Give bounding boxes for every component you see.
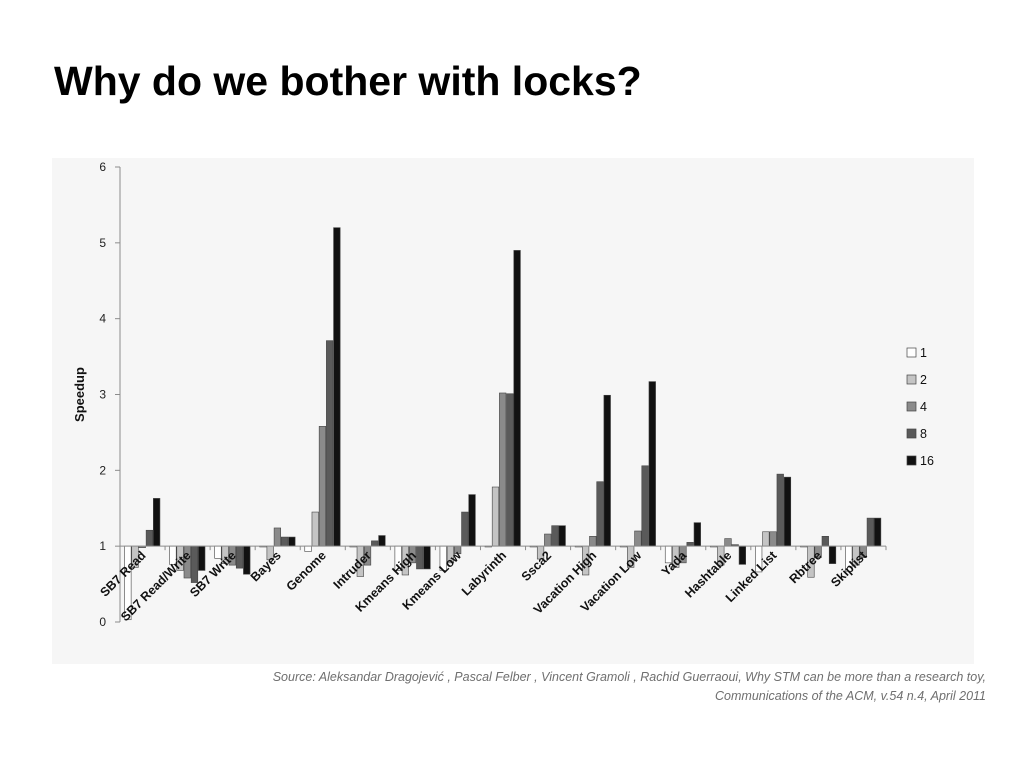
bar-8: [281, 536, 289, 547]
bar-16: [693, 522, 701, 547]
y-tick-label: 4: [99, 312, 106, 326]
bar-8: [866, 517, 874, 547]
legend-label: 1: [920, 346, 927, 360]
bar-16: [738, 545, 746, 565]
bar-4: [544, 533, 552, 547]
bar-8: [641, 465, 649, 547]
bar-16: [828, 545, 837, 564]
legend-swatch-8: [906, 428, 917, 439]
bar-4: [499, 392, 507, 547]
bar-16: [333, 227, 341, 547]
bar-8: [776, 473, 784, 547]
y-axis-title: Speedup: [72, 367, 87, 422]
bar-16: [648, 381, 656, 547]
bar-16: [513, 250, 521, 547]
legend-swatch-1: [906, 347, 917, 358]
bar-16: [153, 498, 161, 547]
source-line-1: Source: Aleksandar Dragojević , Pascal F…: [272, 670, 986, 684]
legend-label: 16: [920, 454, 934, 468]
slide-title: Why do we bother with locks?: [54, 58, 642, 104]
y-tick-label: 6: [99, 160, 106, 174]
y-tick-label: 1: [99, 539, 106, 553]
bar-4: [589, 536, 597, 547]
bar-8: [506, 393, 514, 547]
category-label: Ssca2: [519, 548, 554, 583]
category-label: Genome: [284, 548, 329, 593]
bar-4: [724, 538, 732, 547]
legend-swatch-4: [906, 401, 917, 412]
bar-16: [423, 545, 431, 570]
category-label: Rbtree: [787, 548, 825, 586]
bar-16: [378, 535, 386, 547]
bar-16: [198, 545, 206, 571]
bar-16: [468, 494, 476, 547]
bar-16: [603, 394, 611, 547]
legend-swatch-2: [906, 374, 917, 385]
bar-8: [145, 529, 154, 547]
y-tick-label: 3: [99, 388, 106, 402]
legend-label: 8: [920, 427, 927, 441]
legend-swatch-16: [906, 455, 917, 466]
bar-16: [558, 525, 566, 547]
bar-4: [318, 426, 327, 547]
bar-8: [596, 481, 604, 547]
bar-4: [634, 530, 642, 547]
bar-4: [273, 527, 282, 547]
bar-1: [304, 545, 312, 552]
chart-panel: 0 1 2 3 4 5 6 Speedup SB7 Read SB7 Read/Write SB7 …: [52, 158, 974, 664]
legend-label: 2: [920, 373, 927, 387]
bar-8: [326, 340, 334, 547]
y-tick-label: 2: [99, 463, 106, 477]
bar-8: [190, 545, 199, 583]
bar-4: [769, 531, 777, 547]
bar-16: [783, 476, 792, 547]
y-tick-label: 0: [99, 615, 106, 629]
bar-2: [762, 531, 770, 547]
category-label: Intruder: [331, 548, 374, 591]
bar-8: [821, 536, 829, 547]
bar-8: [551, 525, 559, 547]
category-label: Labyrinth: [459, 548, 509, 598]
bar-2: [491, 486, 500, 547]
legend-label: 4: [920, 400, 927, 414]
category-label: Bayes: [248, 548, 284, 584]
bar-16: [873, 517, 882, 547]
source-line-2: Communications of the ACM, v.54 n.4, Apr…: [715, 689, 986, 703]
bar-8: [371, 540, 379, 547]
bar-16: [243, 545, 251, 575]
y-tick-label: 5: [99, 236, 106, 250]
bar-16: [288, 536, 296, 547]
source-citation: Source: Aleksandar Dragojević , Pascal F…: [86, 668, 986, 706]
bar-8: [461, 511, 469, 547]
bar-2: [311, 511, 319, 547]
bar-8: [686, 542, 694, 547]
